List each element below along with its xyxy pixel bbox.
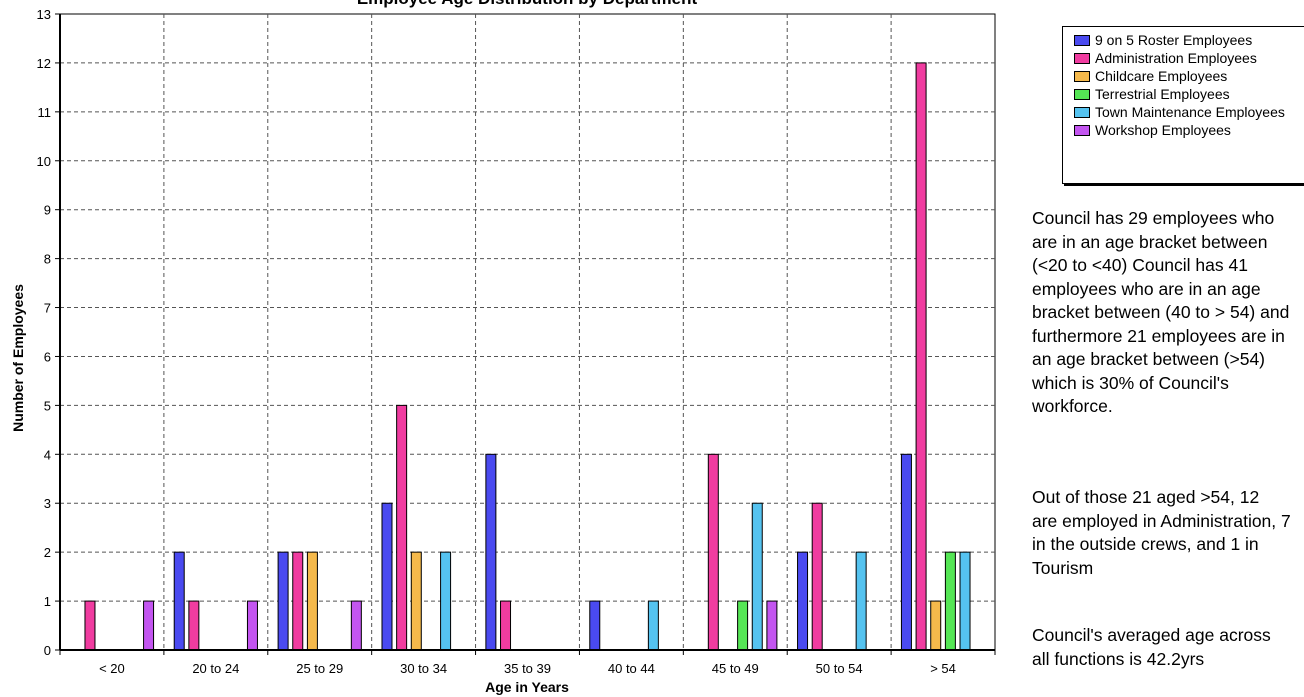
legend-label: Childcare Employees bbox=[1095, 68, 1228, 84]
bar bbox=[277, 551, 289, 651]
x-tick-label: 20 to 24 bbox=[192, 661, 239, 676]
bars bbox=[84, 62, 971, 651]
x-tick-label: 35 to 39 bbox=[504, 661, 551, 676]
text-line: Council's averaged age across bbox=[1032, 625, 1271, 645]
breakdown-paragraph: Out of those 21 aged >54, 12 are employe… bbox=[1032, 486, 1304, 580]
x-tick-label: 25 to 29 bbox=[296, 661, 343, 676]
bar bbox=[292, 551, 304, 651]
text-line: in the outside crews, and 1 in bbox=[1032, 534, 1259, 554]
bar bbox=[930, 600, 942, 651]
text-line: (<20 to <40) Council has 41 bbox=[1032, 255, 1248, 275]
bar bbox=[485, 453, 497, 651]
x-tick-label: 30 to 34 bbox=[400, 661, 447, 676]
y-tick-label: 4 bbox=[44, 447, 51, 462]
y-axis-label: Number of Employees bbox=[10, 284, 26, 432]
y-tick-label: 8 bbox=[44, 252, 51, 267]
x-tick-label: 40 to 44 bbox=[608, 661, 655, 676]
bar bbox=[173, 551, 185, 651]
bar bbox=[766, 600, 778, 651]
legend-swatch bbox=[1074, 106, 1090, 118]
y-tick-label: 6 bbox=[44, 349, 51, 364]
chart-title: Employee Age Distribution by Department bbox=[357, 0, 698, 8]
text-line: workforce. bbox=[1032, 396, 1113, 416]
bar bbox=[589, 600, 601, 651]
bar bbox=[500, 600, 512, 651]
bar bbox=[959, 551, 971, 651]
bar bbox=[381, 502, 393, 651]
x-tick-label: > 54 bbox=[930, 661, 956, 676]
legend-label: Administration Employees bbox=[1095, 50, 1257, 66]
legend-entry: Workshop Employees bbox=[1074, 121, 1231, 139]
text-line: Out of those 21 aged >54, 12 bbox=[1032, 487, 1260, 507]
y-tick-label: 5 bbox=[44, 398, 51, 413]
legend-swatch bbox=[1074, 34, 1090, 46]
text-line: bracket between (40 to > 54) and bbox=[1032, 302, 1290, 322]
y-tick-label: 2 bbox=[44, 545, 51, 560]
text-line: are employed in Administration, 7 bbox=[1032, 510, 1291, 531]
bar bbox=[246, 600, 258, 651]
bar bbox=[944, 551, 956, 651]
bar bbox=[900, 453, 912, 651]
legend-swatch bbox=[1074, 88, 1090, 100]
chart-legend: 9 on 5 Roster Employees Administration E… bbox=[1062, 26, 1304, 184]
bar bbox=[751, 502, 763, 651]
x-tick-label: 45 to 49 bbox=[712, 661, 759, 676]
legend-label: Terrestrial Employees bbox=[1095, 86, 1230, 102]
text-line: an age bracket between (>54) bbox=[1032, 349, 1266, 369]
y-tick-label: 3 bbox=[44, 496, 51, 511]
legend-label: Town Maintenance Employees bbox=[1095, 104, 1285, 120]
average-age-paragraph: Council's averaged age across all functi… bbox=[1032, 624, 1304, 671]
bar bbox=[811, 502, 823, 651]
bar bbox=[647, 600, 659, 651]
plot-area bbox=[59, 13, 996, 651]
y-tick-label: 7 bbox=[44, 301, 51, 316]
y-tick-label: 13 bbox=[37, 7, 51, 22]
x-axis-label: Age in Years bbox=[485, 679, 569, 695]
x-tick-label: < 20 bbox=[99, 661, 125, 676]
text-line: employees who are in an age bbox=[1032, 278, 1261, 299]
bar bbox=[855, 551, 867, 651]
summary-paragraph: Council has 29 employees who are in an a… bbox=[1032, 207, 1304, 419]
legend-swatch bbox=[1074, 124, 1090, 136]
bar bbox=[707, 453, 719, 651]
bar bbox=[84, 600, 96, 651]
y-tick-label: 10 bbox=[37, 154, 51, 169]
legend-label: Workshop Employees bbox=[1095, 122, 1231, 138]
text-line: all functions is 42.2yrs bbox=[1032, 648, 1205, 669]
legend-swatch bbox=[1074, 70, 1090, 82]
text-line: which is 30% of Council's bbox=[1032, 372, 1229, 393]
legend-swatch bbox=[1074, 52, 1090, 64]
text-line: Tourism bbox=[1032, 557, 1094, 578]
x-tick-label: 50 to 54 bbox=[816, 661, 863, 676]
y-tick-label: 12 bbox=[37, 56, 51, 71]
bar bbox=[915, 62, 927, 651]
bar bbox=[410, 551, 422, 651]
y-tick-label: 9 bbox=[44, 203, 51, 218]
bar bbox=[396, 404, 408, 651]
y-tick-label: 11 bbox=[38, 105, 52, 120]
bar bbox=[350, 600, 362, 651]
grid bbox=[59, 13, 996, 651]
bar bbox=[440, 551, 452, 651]
bar bbox=[306, 551, 318, 651]
legend-entry: Administration Employees bbox=[1074, 49, 1257, 67]
text-line: furthermore 21 employees are in bbox=[1032, 325, 1285, 346]
legend-entry: 9 on 5 Roster Employees bbox=[1074, 31, 1252, 49]
legend-entry: Childcare Employees bbox=[1074, 67, 1227, 85]
bar bbox=[143, 600, 155, 651]
y-tick-label: 0 bbox=[44, 643, 51, 658]
legend-label: 9 on 5 Roster Employees bbox=[1095, 32, 1253, 48]
bar bbox=[797, 551, 809, 651]
legend-entry: Terrestrial Employees bbox=[1074, 85, 1230, 103]
text-line: Council has 29 employees who bbox=[1032, 208, 1275, 228]
y-tick-label: 1 bbox=[44, 594, 51, 609]
legend-entry: Town Maintenance Employees bbox=[1074, 103, 1285, 121]
bar bbox=[188, 600, 200, 651]
text-line: are in an age bracket between bbox=[1032, 231, 1268, 252]
bar bbox=[737, 600, 749, 651]
